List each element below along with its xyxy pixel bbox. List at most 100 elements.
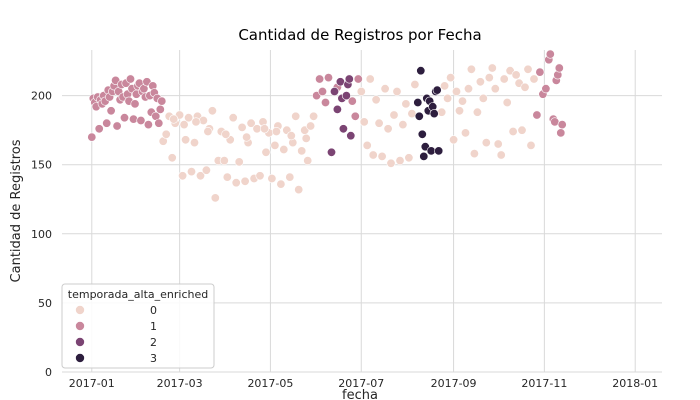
y-tick-label: 100: [31, 228, 52, 241]
legend-label: 1: [150, 320, 157, 333]
x-tick-label: 2017-03: [157, 377, 203, 390]
data-point: [87, 132, 97, 142]
data-point: [219, 156, 229, 166]
data-point: [392, 87, 402, 97]
data-point: [320, 98, 330, 108]
data-point: [529, 74, 539, 84]
data-point: [246, 118, 256, 128]
y-axis-label: Cantidad de Registros: [9, 139, 24, 282]
data-point: [294, 185, 304, 195]
legend-marker: [75, 337, 85, 347]
data-point: [383, 124, 393, 134]
data-point: [297, 146, 307, 156]
data-point: [207, 106, 217, 116]
data-point: [271, 127, 281, 137]
data-point: [112, 121, 122, 131]
data-point: [234, 157, 244, 167]
data-point: [499, 74, 509, 84]
data-point: [545, 49, 555, 59]
data-point: [136, 116, 146, 126]
data-point: [191, 117, 201, 127]
data-point: [306, 121, 316, 131]
data-point: [429, 109, 439, 119]
data-point: [446, 73, 456, 83]
data-point: [344, 74, 354, 84]
data-point: [374, 118, 384, 128]
data-point: [389, 110, 399, 120]
legend-marker: [75, 321, 85, 331]
data-point: [231, 178, 241, 188]
legend-marker: [75, 305, 85, 315]
data-point: [255, 171, 265, 181]
data-point: [451, 87, 461, 97]
data-point: [94, 124, 104, 134]
y-tick-label: 200: [31, 90, 52, 103]
data-point: [157, 96, 167, 106]
data-point: [210, 193, 220, 203]
data-point: [187, 167, 197, 177]
data-point: [285, 172, 295, 182]
data-point: [466, 64, 476, 74]
x-tick-label: 2018-01: [612, 377, 658, 390]
data-point: [167, 153, 177, 163]
data-point: [184, 113, 194, 123]
data-point: [329, 87, 339, 97]
data-point: [106, 106, 116, 116]
data-point: [478, 93, 488, 103]
data-point: [335, 77, 345, 87]
data-point: [556, 128, 566, 138]
data-point: [449, 135, 459, 145]
legend: temporada_alta_enriched 0 1 2 3: [61, 283, 215, 369]
data-point: [410, 80, 420, 90]
data-point: [347, 96, 357, 106]
data-point: [440, 81, 450, 91]
x-tick-label: 2017-05: [247, 377, 293, 390]
data-point: [443, 93, 453, 103]
data-point: [155, 104, 165, 114]
data-point: [326, 147, 336, 157]
data-point: [377, 151, 387, 161]
data-point: [535, 67, 545, 77]
data-point: [143, 120, 153, 130]
data-point: [532, 110, 542, 120]
data-point: [371, 95, 381, 105]
data-point: [365, 74, 375, 84]
x-tick-label: 2017-01: [69, 377, 115, 390]
data-point: [395, 156, 405, 166]
data-point: [353, 74, 363, 84]
data-point: [508, 127, 518, 137]
data-point: [338, 124, 348, 134]
data-point: [161, 129, 171, 139]
data-point: [279, 145, 289, 155]
data-point: [228, 113, 238, 123]
legend-label: 2: [150, 336, 157, 349]
y-tick-label: 50: [38, 297, 52, 310]
data-point: [120, 113, 130, 123]
data-point: [169, 114, 179, 124]
legend-marker: [75, 353, 85, 363]
data-point: [511, 70, 521, 80]
data-point: [291, 111, 301, 121]
data-point: [404, 153, 414, 163]
data-point: [317, 87, 327, 97]
data-point: [332, 104, 342, 114]
data-point: [198, 116, 208, 126]
data-point: [432, 85, 442, 95]
data-point: [346, 131, 356, 141]
data-point: [267, 174, 277, 184]
data-point: [301, 133, 311, 143]
data-point: [426, 146, 436, 156]
data-point: [398, 120, 408, 130]
data-point: [554, 63, 564, 73]
data-point: [413, 98, 423, 108]
data-point: [242, 132, 252, 142]
data-point: [130, 99, 140, 109]
data-point: [129, 114, 139, 124]
data-point: [359, 117, 369, 127]
data-point: [463, 84, 473, 94]
data-point: [154, 118, 164, 128]
chart-title: Cantidad de Registros por Fecha: [238, 26, 481, 44]
data-point: [303, 156, 313, 166]
data-point: [276, 179, 286, 189]
